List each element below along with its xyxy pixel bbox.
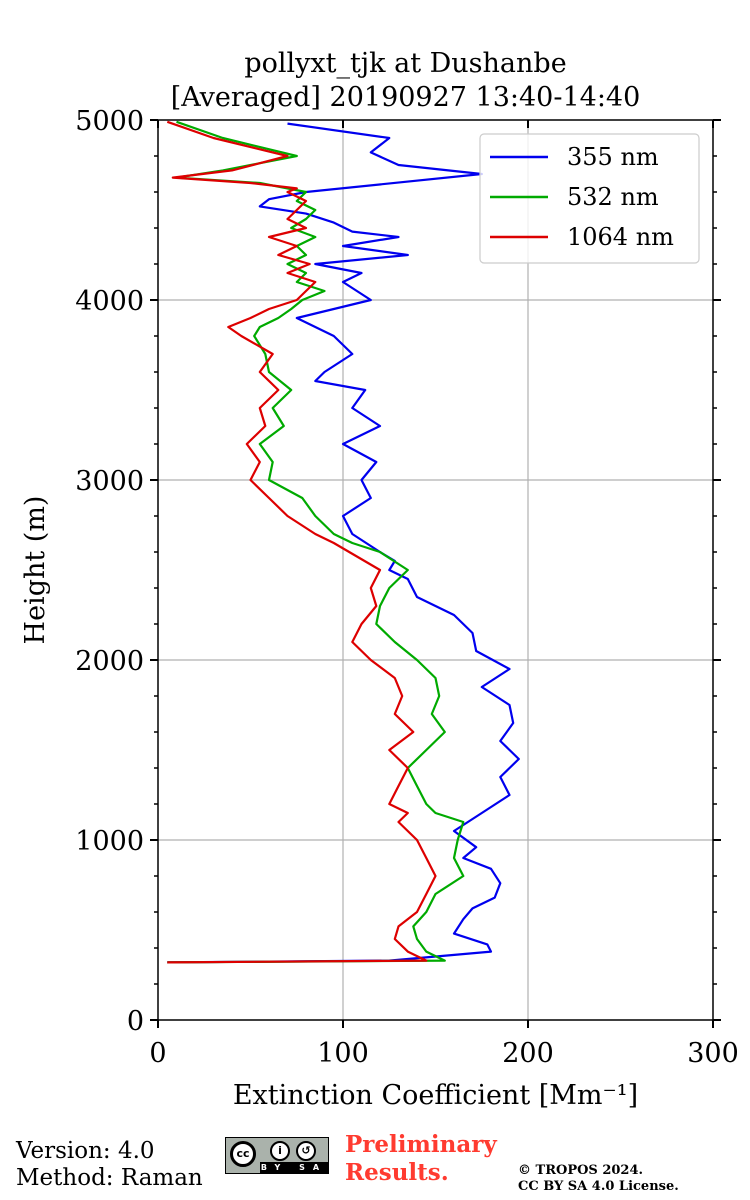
x-tick-label: 300 [687, 1038, 739, 1069]
x-axis-label: Extinction Coefficient [Mm⁻¹] [233, 1080, 638, 1111]
method-text: Method: Raman [16, 1165, 203, 1191]
y-tick-label: 4000 [75, 286, 144, 317]
legend-box [479, 133, 700, 264]
copyright-line2: CC BY SA 4.0 License. [518, 1179, 679, 1194]
legend-label: 1064 nm [567, 223, 674, 251]
footer-info: Version: 4.0 Method: Raman [16, 1138, 203, 1192]
legend-label: 532 nm [567, 183, 659, 211]
cc-sa-label: SA [299, 1163, 328, 1172]
y-tick-label: 1000 [75, 826, 144, 857]
copyright-notice: © TROPOS 2024. CC BY SA 4.0 License. [518, 1163, 679, 1195]
copyright-line1: © TROPOS 2024. [518, 1163, 644, 1178]
y-tick-label: 2000 [75, 646, 144, 677]
y-tick-label: 5000 [75, 106, 144, 137]
x-tick-label: 200 [502, 1038, 554, 1069]
series-line-1064-nm [166, 120, 437, 964]
preliminary-notice: Preliminary Results. [345, 1131, 497, 1187]
version-text: Version: 4.0 [16, 1138, 155, 1164]
by-attribution-icon: i [270, 1141, 290, 1161]
series-lines [166, 120, 520, 964]
preliminary-line1: Preliminary [345, 1131, 497, 1158]
cc-icon: cc [230, 1141, 256, 1167]
x-tick-label: 0 [149, 1038, 166, 1069]
y-tick-label: 0 [127, 1006, 144, 1037]
plot-frame [157, 119, 714, 1021]
x-tick-label: 100 [317, 1038, 369, 1069]
series-line-355-nm [167, 122, 520, 964]
chart-title-line2: [Averaged] 20190927 13:40-14:40 [171, 82, 641, 113]
legend-label: 355 nm [567, 143, 659, 171]
y-axis-label: Height (m) [20, 496, 51, 645]
chart-title-line1: pollyxt_tjk at Dushanbe [244, 48, 566, 79]
cc-by-label: BY [260, 1163, 289, 1172]
cc-strip: BY SA [260, 1162, 328, 1173]
y-tick-label: 3000 [75, 466, 144, 497]
series-line-532-nm [167, 120, 465, 964]
legend: 355 nm 532 nm 1064 nm [479, 133, 700, 264]
cc-license-badge: cc i ↺ BY SA [225, 1137, 329, 1174]
preliminary-line2: Results. [345, 1159, 449, 1186]
share-alike-icon: ↺ [296, 1141, 316, 1161]
